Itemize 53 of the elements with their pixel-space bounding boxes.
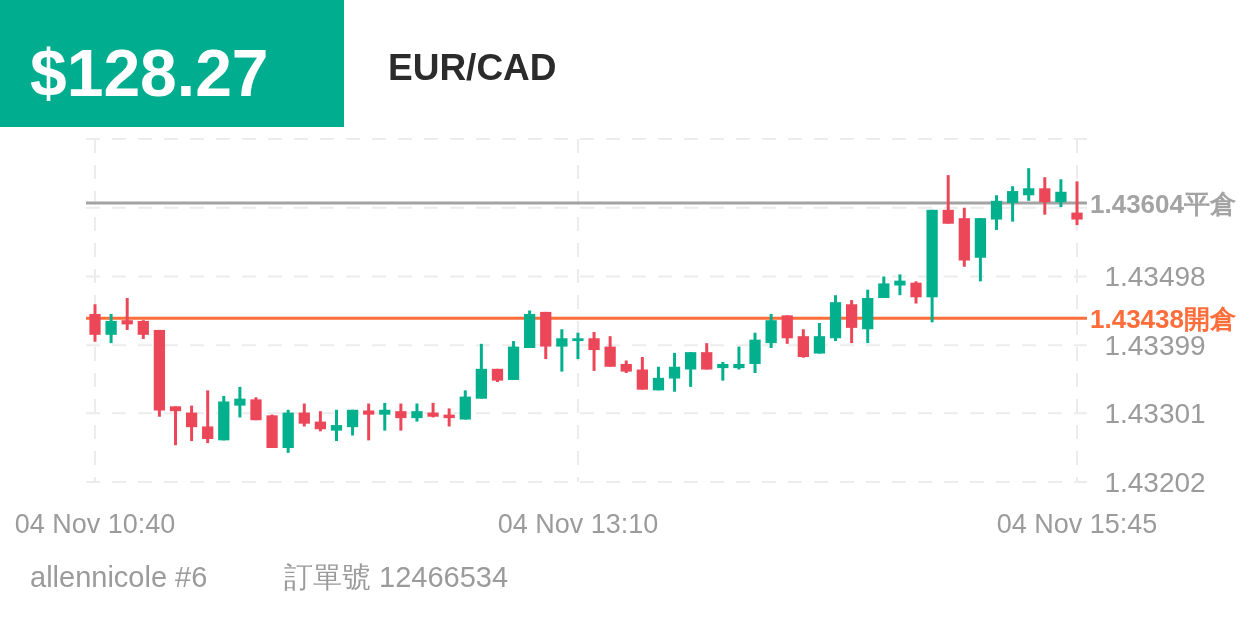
- candlestick: [89, 304, 101, 342]
- y-tick-label: 1.43301: [1104, 398, 1206, 430]
- candlestick: [894, 274, 906, 297]
- candlestick: [169, 406, 182, 447]
- candlestick: [797, 329, 809, 358]
- candlestick: [701, 343, 713, 370]
- annotation: $128.27: [30, 36, 269, 110]
- candlestick: [781, 315, 793, 344]
- y-tick-label: 1.43202: [1104, 467, 1206, 498]
- candlestick: [668, 351, 681, 392]
- candlestick: [717, 360, 729, 381]
- candlestick: [588, 332, 600, 371]
- candlestick: [121, 298, 133, 330]
- text: allennicole #6: [30, 561, 208, 593]
- candlestick: [395, 403, 407, 431]
- candlestick: [942, 175, 954, 224]
- x-tick-label: 04 Nov 15:45: [996, 509, 1158, 539]
- candlestick: [636, 357, 648, 390]
- candlestick: [765, 313, 777, 348]
- y-tick-label: 1.43498: [1104, 261, 1206, 293]
- candlestick: [1071, 181, 1083, 227]
- candlestick: [185, 405, 198, 443]
- chart-title: EUR/CAD: [388, 47, 557, 88]
- candlestick: [845, 300, 858, 345]
- candlestick: [685, 352, 697, 387]
- candlestick: [363, 403, 375, 441]
- candlestick: [346, 408, 359, 436]
- ref-line-label: 1.43604平倉: [1090, 188, 1237, 219]
- x-tick-label: 04 Nov 13:10: [497, 509, 659, 539]
- candlestick: [202, 390, 214, 445]
- candlestick: [105, 313, 117, 345]
- candlestick: [234, 385, 246, 418]
- candlestick: [411, 403, 423, 422]
- candlestick: [1039, 177, 1051, 215]
- candlestick: [910, 281, 922, 304]
- candlestick: [604, 336, 616, 367]
- candlestick: [330, 408, 343, 443]
- candlestick: [813, 323, 826, 354]
- text: 訂單號 12466534: [284, 561, 509, 593]
- candlestick: [137, 320, 149, 339]
- candlestick: [990, 195, 1003, 230]
- candlestick: [1055, 179, 1067, 209]
- candlestick: [572, 332, 584, 361]
- x-tick-label: 04 Nov 10:40: [14, 509, 176, 539]
- ref-line-label: 1.43438開倉: [1090, 304, 1237, 335]
- candlestick: [459, 390, 471, 420]
- candlestick: [733, 346, 745, 370]
- candlestick: [556, 329, 568, 372]
- candlestick: [314, 411, 327, 432]
- candlestick: [1023, 168, 1035, 201]
- candlestick: [298, 403, 310, 427]
- candlestick: [1006, 186, 1019, 222]
- candlestick: [379, 401, 391, 431]
